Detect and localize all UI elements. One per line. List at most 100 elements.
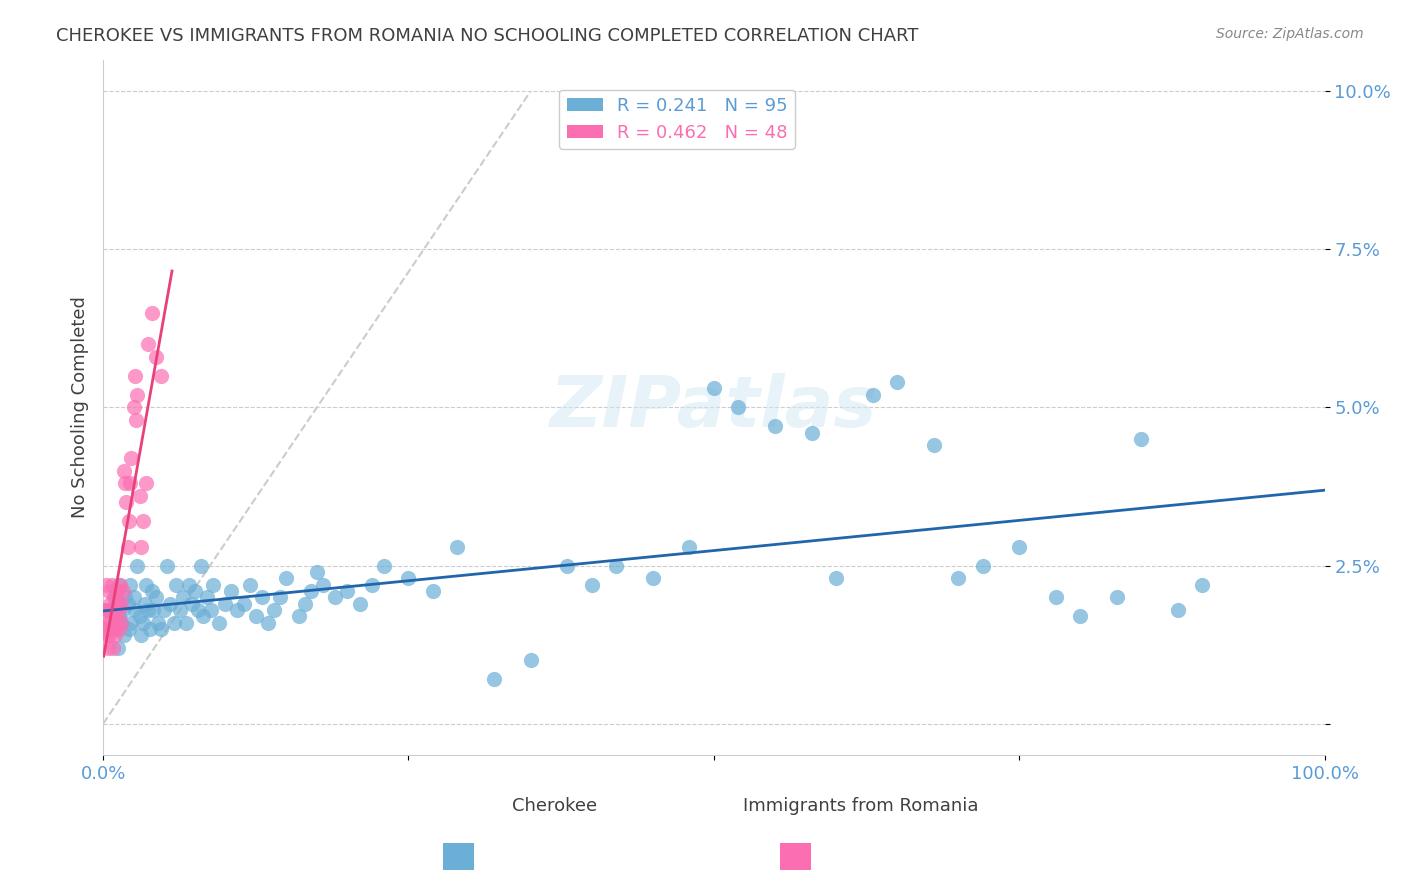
Point <box>104 628 127 642</box>
Point <box>165 577 187 591</box>
Point <box>299 583 322 598</box>
Point <box>1069 609 1091 624</box>
Point <box>727 401 749 415</box>
Point <box>97 640 120 655</box>
Point <box>187 603 209 617</box>
Point <box>93 622 115 636</box>
Point <box>446 540 468 554</box>
Point <box>373 558 395 573</box>
Point <box>323 591 346 605</box>
Point <box>111 603 134 617</box>
Point <box>111 583 134 598</box>
Point <box>122 401 145 415</box>
Point <box>862 388 884 402</box>
Point <box>1167 603 1189 617</box>
Bar <box>443 843 474 870</box>
Point <box>163 615 186 630</box>
Point <box>193 609 215 624</box>
Point <box>226 603 249 617</box>
Point <box>97 615 120 630</box>
Point <box>336 583 359 598</box>
Point <box>184 583 207 598</box>
Point <box>825 571 848 585</box>
Point <box>153 603 176 617</box>
Point <box>120 451 142 466</box>
Point <box>100 597 122 611</box>
Point <box>100 603 122 617</box>
Point <box>118 476 141 491</box>
Point <box>127 558 149 573</box>
Point <box>202 577 225 591</box>
Point <box>129 628 152 642</box>
Point <box>581 577 603 591</box>
Point <box>104 609 127 624</box>
Point <box>398 571 420 585</box>
Point <box>135 577 157 591</box>
Point <box>135 476 157 491</box>
Text: CHEROKEE VS IMMIGRANTS FROM ROMANIA NO SCHOOLING COMPLETED CORRELATION CHART: CHEROKEE VS IMMIGRANTS FROM ROMANIA NO S… <box>56 27 918 45</box>
Point <box>360 577 382 591</box>
Point <box>134 597 156 611</box>
Point <box>108 577 131 591</box>
Point <box>98 628 121 642</box>
Point <box>886 375 908 389</box>
Y-axis label: No Schooling Completed: No Schooling Completed <box>72 296 89 518</box>
Point <box>305 565 328 579</box>
Point <box>174 615 197 630</box>
Point <box>422 583 444 598</box>
Point <box>112 628 135 642</box>
Point <box>94 603 117 617</box>
Point <box>132 615 155 630</box>
Point <box>195 591 218 605</box>
Point <box>107 583 129 598</box>
Point <box>118 622 141 636</box>
Point <box>94 577 117 591</box>
Point <box>232 597 254 611</box>
Point <box>519 653 541 667</box>
Point <box>145 591 167 605</box>
Point <box>214 597 236 611</box>
Point <box>132 514 155 528</box>
Point <box>142 603 165 617</box>
Point <box>294 597 316 611</box>
Point <box>678 540 700 554</box>
Text: ZIPatlas: ZIPatlas <box>550 373 877 442</box>
Point <box>221 583 243 598</box>
Point <box>1045 591 1067 605</box>
Point <box>114 476 136 491</box>
Point <box>110 577 132 591</box>
Point <box>98 583 121 598</box>
Point <box>104 591 127 605</box>
Point <box>269 591 291 605</box>
Point <box>110 597 132 611</box>
Point <box>149 368 172 383</box>
Point <box>141 305 163 319</box>
Point <box>250 591 273 605</box>
Point <box>112 464 135 478</box>
Text: Cherokee: Cherokee <box>512 797 598 815</box>
Point <box>100 577 122 591</box>
Point <box>128 609 150 624</box>
Text: Immigrants from Romania: Immigrants from Romania <box>742 797 979 815</box>
Point <box>287 609 309 624</box>
Point <box>177 577 200 591</box>
Point <box>1008 540 1031 554</box>
Point <box>128 489 150 503</box>
Point <box>972 558 994 573</box>
Point <box>107 597 129 611</box>
Point <box>101 622 124 636</box>
Point <box>115 495 138 509</box>
Point <box>141 583 163 598</box>
Legend: R = 0.241   N = 95, R = 0.462   N = 48: R = 0.241 N = 95, R = 0.462 N = 48 <box>560 89 794 149</box>
Point <box>312 577 335 591</box>
Point <box>103 603 125 617</box>
Point <box>136 603 159 617</box>
Point <box>136 337 159 351</box>
Point <box>118 577 141 591</box>
Point <box>172 591 194 605</box>
Bar <box>780 843 811 870</box>
Point <box>946 571 969 585</box>
Point <box>239 577 262 591</box>
Point <box>129 540 152 554</box>
Point <box>117 597 139 611</box>
